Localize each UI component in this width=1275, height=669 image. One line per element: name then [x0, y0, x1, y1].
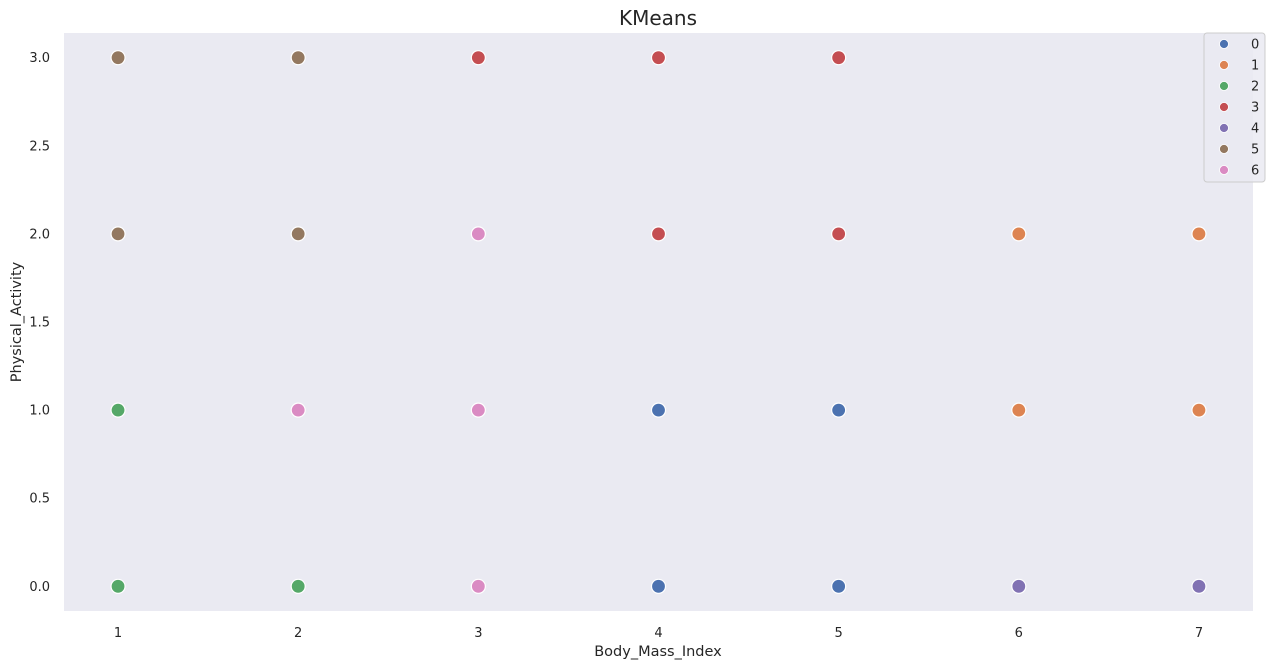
- point-cluster-6-3: [470, 578, 486, 594]
- legend-items: 0 1 2 3 4 5 6: [1219, 38, 1259, 179]
- x-tick-label: 6: [1015, 626, 1023, 641]
- x-tick-label: 3: [474, 626, 482, 641]
- legend-label-2: 2: [1251, 80, 1259, 95]
- legend-label-5: 5: [1251, 143, 1259, 158]
- x-axis-label: Body_Mass_Index: [594, 644, 722, 660]
- x-tick-label: 5: [835, 626, 843, 641]
- y-tick-label: 1.0: [29, 404, 50, 419]
- chart-title: KMeans: [619, 6, 697, 30]
- legend-marker-4: [1219, 123, 1229, 133]
- legend-label-1: 1: [1251, 59, 1259, 74]
- legend-marker-3: [1219, 102, 1229, 112]
- x-tick-labels: 1 2 3 4 5 6 7: [114, 626, 1203, 641]
- point-cluster-2-2: [290, 578, 306, 594]
- point-cluster-3-4: [831, 226, 847, 242]
- y-tick-label: 2.5: [29, 139, 50, 154]
- point-cluster-3-0: [470, 50, 486, 66]
- point-cluster-4-1: [1191, 578, 1207, 594]
- legend-marker-5: [1219, 144, 1229, 154]
- point-cluster-2-1: [110, 578, 126, 594]
- y-tick-label: 1.5: [29, 316, 50, 331]
- point-cluster-5-2: [110, 226, 126, 242]
- point-cluster-6-0: [470, 226, 486, 242]
- plot-area: [64, 33, 1253, 611]
- point-cluster-5-3: [290, 226, 306, 242]
- point-cluster-0-1: [831, 402, 847, 418]
- y-tick-label: 3.0: [29, 51, 50, 66]
- point-cluster-3-3: [650, 226, 667, 242]
- y-axis-label: Physical_Activity: [9, 261, 25, 382]
- legend-marker-2: [1219, 81, 1229, 91]
- point-cluster-3-1: [650, 50, 667, 66]
- point-cluster-4-0: [1011, 578, 1027, 594]
- y-tick-label: 0.5: [29, 492, 50, 507]
- point-cluster-0-0: [650, 402, 667, 418]
- point-cluster-6-2: [470, 402, 486, 418]
- legend-marker-0: [1219, 39, 1229, 49]
- point-cluster-0-2: [650, 578, 667, 594]
- point-cluster-1-0: [1011, 226, 1027, 242]
- point-cluster-1-2: [1011, 402, 1027, 418]
- y-tick-label: 2.0: [29, 227, 50, 242]
- legend-label-4: 4: [1251, 122, 1259, 137]
- x-tick-label: 7: [1195, 626, 1203, 641]
- points-layer: [110, 50, 1207, 594]
- point-cluster-3-2: [831, 50, 847, 66]
- legend-label-0: 0: [1251, 38, 1259, 53]
- point-cluster-5-1: [290, 50, 306, 66]
- x-tick-label: 2: [294, 626, 302, 641]
- legend-label-3: 3: [1251, 101, 1259, 116]
- point-cluster-2-0: [110, 402, 126, 418]
- point-cluster-1-3: [1191, 402, 1207, 418]
- y-tick-label: 0.0: [29, 580, 50, 595]
- x-tick-label: 1: [114, 626, 122, 641]
- legend-frame: [1203, 32, 1266, 183]
- legend-label-6: 6: [1251, 164, 1259, 179]
- legend: 0 1 2 3 4 5 6: [1203, 32, 1266, 183]
- point-cluster-5-0: [110, 50, 126, 66]
- legend-marker-6: [1219, 165, 1229, 175]
- legend-marker-1: [1219, 60, 1229, 70]
- point-cluster-6-1: [290, 402, 306, 418]
- point-cluster-0-3: [831, 578, 847, 594]
- y-tick-labels: 0.0 0.5 1.0 1.5 2.0 2.5 3.0: [29, 51, 50, 595]
- point-cluster-1-1: [1191, 226, 1207, 242]
- x-tick-label: 4: [654, 626, 662, 641]
